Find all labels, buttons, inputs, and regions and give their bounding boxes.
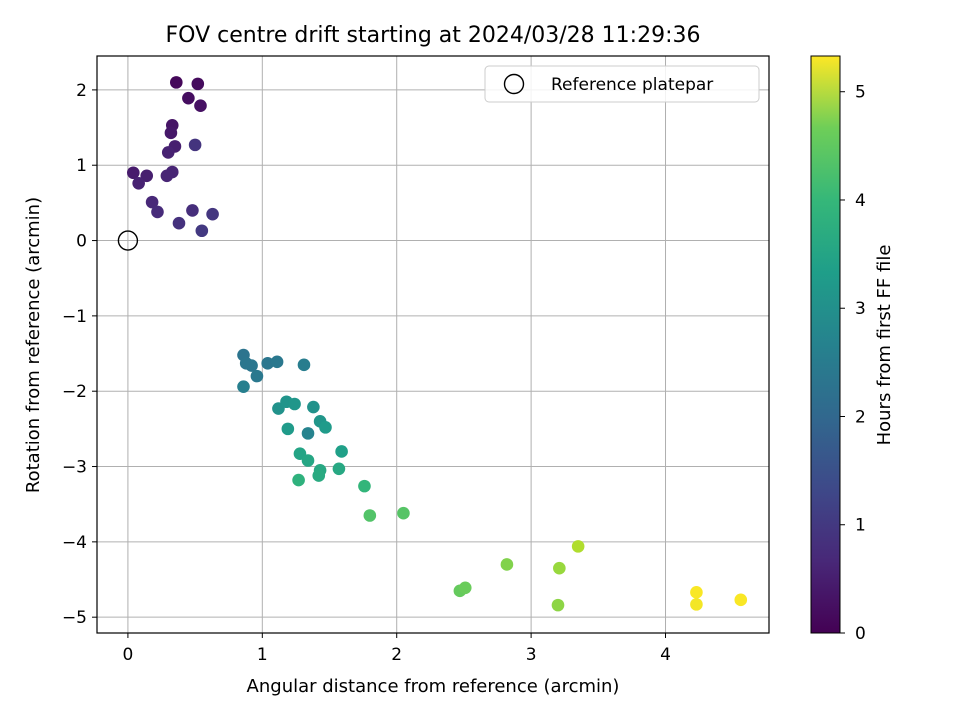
- legend-box: [484, 65, 760, 103]
- chart-title: FOV centre drift starting at 2024/03/28 …: [166, 23, 701, 48]
- scatter-point: [140, 169, 154, 183]
- scatter-point: [734, 593, 748, 607]
- scatter-points: [126, 76, 748, 612]
- scatter-point: [237, 380, 250, 393]
- y-tick-label: −2: [62, 382, 87, 402]
- colorbar-ticks: 0 1 2 3 4 5: [840, 83, 866, 644]
- scatter-point: [186, 204, 199, 217]
- scatter-point: [161, 146, 175, 159]
- scatter-point: [145, 195, 159, 209]
- scatter-point: [301, 427, 315, 440]
- colorbar-tick-label: 2: [855, 407, 866, 427]
- y-axis-label: Rotation from reference (arcmin): [23, 197, 44, 493]
- x-tick-label: 2: [391, 645, 402, 665]
- scatter-point: [126, 166, 140, 180]
- scatter-point: [195, 224, 209, 238]
- x-tick-label: 3: [526, 645, 537, 665]
- y-tick-label: −4: [62, 533, 87, 553]
- reference-marker: [117, 230, 139, 251]
- scatter-point: [182, 91, 195, 105]
- y-axis-ticks: −5 −4 −3 −2 −1 0 1 2: [62, 81, 97, 628]
- reference-marker-group: [117, 230, 139, 251]
- colorbar-tick-label: 0: [855, 624, 866, 644]
- scatter-point: [250, 369, 264, 383]
- x-tick-label: 1: [257, 645, 268, 665]
- y-tick-label: −1: [62, 307, 87, 327]
- scatter-point: [307, 400, 320, 414]
- colorbar-tick-label: 1: [855, 516, 866, 536]
- scatter-point: [551, 598, 565, 612]
- x-tick-label: 4: [660, 645, 671, 665]
- colorbar-gradient: [810, 55, 841, 634]
- scatter-point: [319, 421, 332, 434]
- scatter-point: [312, 469, 326, 482]
- colorbar-tick-label: 3: [855, 299, 866, 319]
- scatter-point: [172, 216, 186, 230]
- scatter-point: [297, 358, 311, 372]
- scatter-point: [169, 76, 183, 89]
- scatter-point: [270, 355, 284, 369]
- legend: Reference platepar: [484, 65, 760, 103]
- scatter-point: [245, 359, 258, 372]
- legend-label: Reference platepar: [551, 75, 713, 95]
- scatter-point: [301, 454, 315, 467]
- scatter-point: [363, 509, 377, 522]
- scatter-point: [690, 586, 703, 599]
- scatter-point: [332, 462, 346, 476]
- scatter-point: [281, 422, 295, 436]
- scatter-point: [206, 207, 219, 221]
- scatter-point: [194, 99, 207, 113]
- x-axis-label: Angular distance from reference (arcmin): [247, 676, 620, 697]
- colorbar-tick-label: 4: [855, 191, 866, 211]
- scatter-point: [335, 445, 348, 458]
- scatter-point: [571, 540, 585, 553]
- scatter-point: [690, 598, 703, 611]
- scatter-point: [288, 397, 301, 411]
- scatter-point: [132, 177, 145, 190]
- scatter-point: [188, 138, 202, 152]
- y-tick-label: 2: [76, 81, 87, 101]
- scatter-point: [458, 581, 472, 595]
- scatter-point: [397, 506, 410, 520]
- y-tick-label: 1: [76, 156, 87, 176]
- scatter-point: [164, 126, 178, 140]
- scatter-point: [292, 473, 305, 487]
- x-tick-label: 0: [122, 645, 133, 665]
- legend-marker: [503, 73, 525, 95]
- x-axis-ticks: 0 1 2 3 4: [122, 633, 671, 665]
- colorbar: 0 1 2 3 4 5 Hours from first FF file: [810, 55, 895, 644]
- y-tick-label: −5: [62, 608, 87, 628]
- y-tick-label: −3: [62, 458, 87, 478]
- colorbar-label: Hours from first FF file: [874, 245, 895, 446]
- scatter-point: [500, 558, 514, 571]
- scatter-point: [151, 205, 164, 219]
- scatter-point: [160, 169, 174, 183]
- scatter-point: [191, 77, 205, 91]
- plot-frame: [96, 55, 770, 634]
- scatter-point: [261, 357, 274, 370]
- scatter-point: [553, 561, 566, 575]
- colorbar-tick-label: 5: [855, 83, 866, 103]
- scatter-point: [358, 479, 371, 493]
- y-tick-label: 0: [76, 232, 87, 252]
